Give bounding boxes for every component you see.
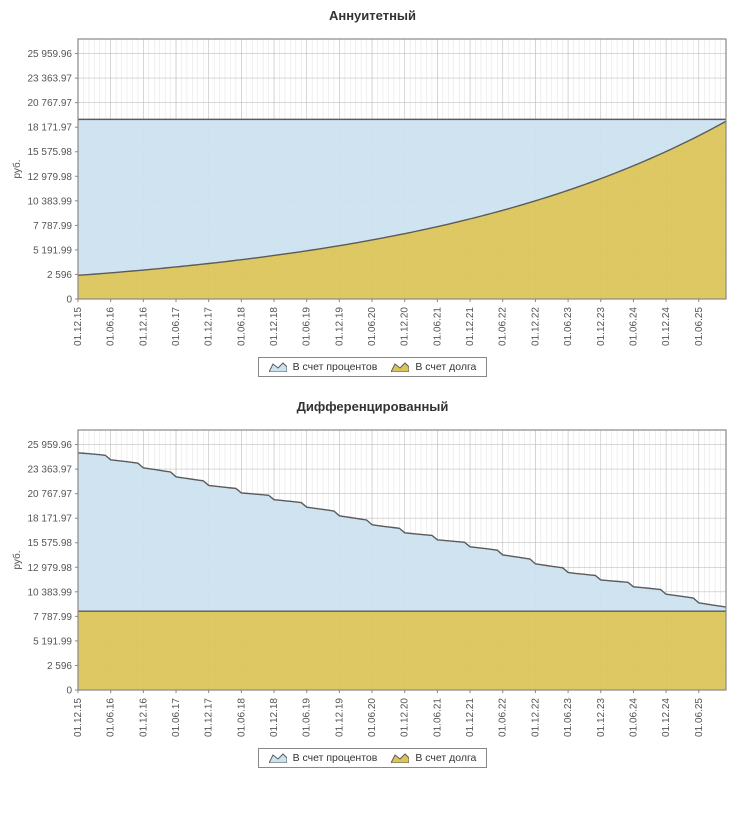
- legend-label-principal: В счет долга: [415, 361, 476, 373]
- svg-text:15 575.98: 15 575.98: [28, 147, 73, 158]
- svg-text:01.06.19: 01.06.19: [302, 698, 313, 737]
- svg-text:01.06.17: 01.06.17: [171, 698, 182, 737]
- svg-text:18 171.97: 18 171.97: [28, 514, 73, 525]
- svg-text:01.06.20: 01.06.20: [367, 698, 378, 737]
- chart-title-annuity: Аннуитетный: [6, 8, 739, 23]
- svg-text:23 363.97: 23 363.97: [28, 74, 73, 85]
- svg-text:01.06.23: 01.06.23: [563, 698, 574, 737]
- svg-text:01.12.24: 01.12.24: [661, 307, 672, 346]
- svg-text:0: 0: [66, 295, 72, 306]
- svg-text:20 767.97: 20 767.97: [28, 489, 73, 500]
- legend-label-interest-2: В счет процентов: [293, 752, 378, 764]
- legend-item-interest-2: В счет процентов: [269, 752, 378, 764]
- chart-wrap-differentiated: 0 2 596 5 191.99 7 787.99 10 383.99 12 979.98…: [6, 420, 739, 750]
- svg-text:01.06.22: 01.06.22: [498, 307, 509, 346]
- svg-text:01.06.21: 01.06.21: [432, 307, 443, 346]
- svg-text:10 383.99: 10 383.99: [28, 196, 73, 207]
- svg-text:01.12.17: 01.12.17: [204, 307, 215, 346]
- legend-swatch-principal-2: [391, 753, 409, 763]
- svg-text:01.06.25: 01.06.25: [694, 698, 705, 737]
- svg-text:01.12.15: 01.12.15: [73, 698, 84, 737]
- legend-differentiated: В счет процентов В счет долга: [258, 748, 488, 768]
- svg-text:01.06.20: 01.06.20: [367, 307, 378, 346]
- svg-text:01.06.25: 01.06.25: [694, 307, 705, 346]
- svg-text:7 787.99: 7 787.99: [33, 612, 72, 623]
- legend-item-interest: В счет процентов: [269, 361, 378, 373]
- svg-text:01.12.22: 01.12.22: [530, 307, 541, 346]
- svg-text:12 979.98: 12 979.98: [28, 563, 73, 574]
- svg-text:5 191.99: 5 191.99: [33, 636, 72, 647]
- legend-label-principal-2: В счет долга: [415, 752, 476, 764]
- legend-swatch-interest: [269, 362, 287, 372]
- svg-text:01.06.16: 01.06.16: [106, 698, 117, 737]
- svg-text:01.12.15: 01.12.15: [73, 307, 84, 346]
- legend-swatch-principal: [391, 362, 409, 372]
- svg-text:01.06.21: 01.06.21: [432, 698, 443, 737]
- svg-text:2 596: 2 596: [47, 270, 72, 281]
- svg-text:руб.: руб.: [11, 159, 23, 178]
- svg-text:руб.: руб.: [11, 550, 23, 569]
- svg-text:01.06.24: 01.06.24: [628, 307, 639, 346]
- svg-text:15 575.98: 15 575.98: [28, 538, 73, 549]
- svg-text:0: 0: [66, 686, 72, 697]
- svg-text:01.12.16: 01.12.16: [138, 307, 149, 346]
- chart-svg-differentiated: 0 2 596 5 191.99 7 787.99 10 383.99 12 979.98…: [6, 420, 736, 750]
- svg-text:01.06.18: 01.06.18: [236, 698, 247, 737]
- legend-label-interest: В счет процентов: [293, 361, 378, 373]
- chart-svg-annuity: 0 2 596 5 191.99 7 787.99 10 383.99 12 979.98…: [6, 29, 736, 359]
- chart-title-differentiated: Дифференцированный: [6, 399, 739, 414]
- svg-text:01.06.16: 01.06.16: [106, 307, 117, 346]
- legend-item-principal-2: В счет долга: [391, 752, 476, 764]
- svg-text:01.06.22: 01.06.22: [498, 698, 509, 737]
- svg-text:01.06.17: 01.06.17: [171, 307, 182, 346]
- svg-text:01.12.19: 01.12.19: [334, 307, 345, 346]
- svg-text:01.12.20: 01.12.20: [400, 307, 411, 346]
- svg-text:01.12.18: 01.12.18: [269, 698, 280, 737]
- chart-block-differentiated: Дифференцированный 0 2 596 5 191.99 7 787.9…: [6, 399, 739, 768]
- svg-text:10 383.99: 10 383.99: [28, 587, 73, 598]
- svg-text:01.12.17: 01.12.17: [204, 698, 215, 737]
- svg-text:01.12.16: 01.12.16: [138, 698, 149, 737]
- svg-text:7 787.99: 7 787.99: [33, 221, 72, 232]
- svg-text:01.06.23: 01.06.23: [563, 307, 574, 346]
- svg-text:01.06.19: 01.06.19: [302, 307, 313, 346]
- svg-text:01.12.20: 01.12.20: [400, 698, 411, 737]
- svg-text:23 363.97: 23 363.97: [28, 465, 73, 476]
- legend-swatch-interest-2: [269, 753, 287, 763]
- chart-block-annuity: Аннуитетный 0 2 596 5 191.99 7 787.99 10 383…: [6, 8, 739, 377]
- svg-text:2 596: 2 596: [47, 661, 72, 672]
- svg-text:01.12.21: 01.12.21: [465, 307, 476, 346]
- svg-text:01.12.19: 01.12.19: [334, 698, 345, 737]
- svg-text:20 767.97: 20 767.97: [28, 98, 73, 109]
- svg-text:25 959.96: 25 959.96: [28, 49, 73, 60]
- legend-item-principal: В счет долга: [391, 361, 476, 373]
- chart-wrap-annuity: 0 2 596 5 191.99 7 787.99 10 383.99 12 979.98…: [6, 29, 739, 359]
- svg-text:18 171.97: 18 171.97: [28, 123, 73, 134]
- svg-text:01.12.23: 01.12.23: [596, 698, 607, 737]
- svg-text:01.12.23: 01.12.23: [596, 307, 607, 346]
- svg-text:01.06.18: 01.06.18: [236, 307, 247, 346]
- svg-text:01.06.24: 01.06.24: [628, 698, 639, 737]
- svg-text:01.12.22: 01.12.22: [530, 698, 541, 737]
- svg-text:01.12.18: 01.12.18: [269, 307, 280, 346]
- svg-text:5 191.99: 5 191.99: [33, 245, 72, 256]
- svg-text:01.12.21: 01.12.21: [465, 698, 476, 737]
- svg-text:12 979.98: 12 979.98: [28, 172, 73, 183]
- svg-text:25 959.96: 25 959.96: [28, 440, 73, 451]
- legend-annuity: В счет процентов В счет долга: [258, 357, 488, 377]
- svg-text:01.12.24: 01.12.24: [661, 698, 672, 737]
- page: Аннуитетный 0 2 596 5 191.99 7 787.99 10 383…: [0, 0, 745, 802]
